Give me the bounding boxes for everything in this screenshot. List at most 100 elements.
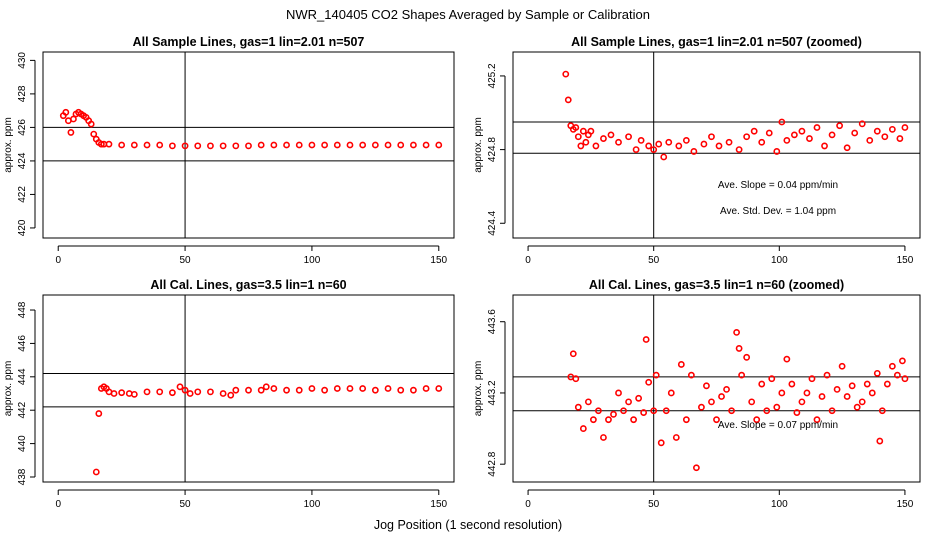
data-point [194, 388, 202, 396]
data-point [620, 407, 627, 415]
data-point [410, 141, 417, 149]
data-point [308, 141, 316, 149]
panel-title: All Cal. Lines, gas=3.5 lin=1 n=60 (zoom… [589, 278, 844, 292]
data-point [625, 133, 632, 141]
data-point [873, 369, 881, 377]
data-point [838, 362, 846, 370]
data-point [698, 403, 705, 411]
data-point [896, 135, 904, 142]
data-point [778, 118, 786, 126]
data-point [881, 133, 889, 141]
y-tick-label: 424 [17, 152, 28, 169]
data-point [70, 115, 77, 123]
data-point [592, 142, 600, 150]
data-point [232, 386, 240, 394]
data-point [219, 142, 227, 150]
data-point [397, 141, 405, 149]
data-point [422, 385, 430, 392]
y-tick-label: 443.2 [487, 380, 498, 405]
data-point [682, 416, 690, 424]
data-point [818, 393, 826, 400]
data-point [735, 146, 743, 154]
y-tick-label: 425.2 [487, 63, 498, 88]
data-point [584, 398, 592, 406]
data-point [637, 136, 645, 144]
x-tick-label: 50 [180, 255, 192, 266]
x-tick-label: 150 [897, 499, 914, 510]
chart-panel-4: All Cal. Lines, gas=3.5 lin=1 n=60 (zoom… [473, 278, 921, 510]
data-point [333, 385, 341, 392]
data-point [572, 124, 580, 131]
x-tick-label: 100 [304, 499, 321, 510]
data-point [687, 371, 695, 379]
y-tick-label: 444 [17, 368, 28, 385]
plot-frame [42, 294, 455, 483]
x-tick-label: 50 [648, 499, 660, 510]
data-point [645, 142, 653, 150]
x-tick-label: 0 [525, 255, 531, 266]
data-point [346, 385, 354, 392]
data-point [773, 403, 781, 411]
data-point [778, 389, 786, 397]
chart-panel-2: All Sample Lines, gas=1 lin=2.01 n=507 (… [473, 35, 921, 266]
data-point [130, 390, 138, 398]
data-point [295, 141, 303, 149]
data-point [186, 390, 194, 397]
data-point [843, 144, 851, 152]
data-point [635, 394, 643, 402]
y-tick-label: 442 [17, 401, 28, 418]
data-point [667, 389, 675, 397]
data-point [848, 382, 856, 390]
data-point [660, 153, 668, 161]
data-point [283, 141, 290, 149]
y-tick-label: 424.8 [487, 137, 498, 162]
data-point [748, 398, 756, 406]
data-point [833, 385, 841, 393]
data-point [181, 142, 189, 150]
data-point [758, 138, 766, 146]
data-point [245, 386, 252, 394]
data-point [607, 131, 615, 139]
data-point [194, 142, 202, 150]
data-point [595, 407, 602, 415]
data-point [435, 385, 443, 392]
data-point [181, 386, 189, 394]
data-point [600, 135, 607, 142]
data-point [899, 357, 906, 365]
data-point [828, 131, 836, 139]
data-point [813, 416, 821, 424]
data-point [582, 138, 590, 146]
data-point [888, 125, 896, 133]
data-point [574, 133, 582, 141]
data-point [645, 378, 653, 386]
data-point [156, 141, 164, 149]
data-point [876, 437, 884, 445]
data-point [843, 393, 851, 400]
data-point [728, 407, 735, 415]
figure-xlabel: Jog Position (1 second resolution) [374, 518, 562, 532]
data-point [577, 142, 585, 150]
data-point [693, 464, 700, 472]
data-point [90, 130, 98, 138]
data-point [788, 380, 796, 388]
data-point [67, 129, 75, 136]
data-point [650, 407, 658, 415]
data-point [806, 135, 813, 142]
data-point [821, 142, 828, 150]
data-point [715, 142, 723, 150]
x-tick-label: 50 [180, 499, 192, 510]
data-point [675, 142, 683, 150]
data-point [873, 127, 881, 135]
data-point [397, 386, 405, 394]
data-point [642, 336, 650, 343]
data-point [95, 410, 103, 417]
data-point [878, 407, 886, 415]
data-point [130, 141, 138, 149]
data-point [783, 355, 791, 363]
data-point [768, 375, 776, 383]
data-point [610, 410, 617, 418]
data-point [587, 127, 595, 135]
x-tick-label: 0 [55, 255, 61, 266]
plot-frame [512, 51, 921, 239]
